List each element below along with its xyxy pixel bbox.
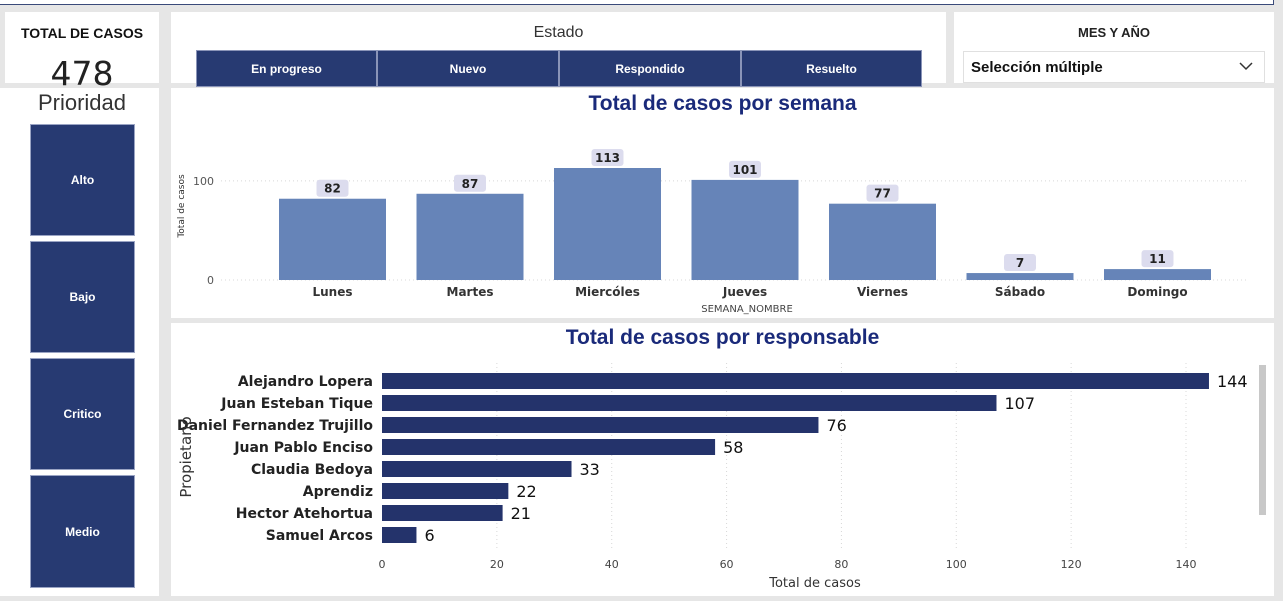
responsable-category: Juan Pablo Enciso [233,440,373,456]
mes-dropdown-value: Selección múltiple [971,58,1103,76]
responsable-chart-card: Total de casos por responsable 0 20 40 60 80… [171,323,1274,596]
responsable-data-label: 76 [826,416,846,435]
weekly-xtick: Miercóles [575,285,640,299]
weekly-data-label: 101 [732,163,757,177]
responsable-data-label: 144 [1217,372,1248,391]
responsable-bar-hector-atehortua[interactable] [382,505,503,521]
weekly-data-label: 87 [462,177,479,191]
prioridad-button-alto[interactable]: Alto [30,124,135,236]
responsable-data-label: 21 [511,504,531,523]
responsable-data-label: 6 [424,526,434,545]
responsable-scrollbar[interactable] [1259,365,1266,515]
responsable-xtick: 140 [1176,558,1197,571]
responsable-bar-juan-esteban-tique[interactable] [382,395,997,411]
weekly-data-label-bg [1004,254,1036,272]
weekly-chart: 0 100 Lunes 82 Martes 87 Miercóles 113 Jueves 10… [177,149,1246,315]
responsable-category: Claudia Bedoya [251,462,373,478]
weekly-xtick: Domingo [1127,285,1187,299]
weekly-xtick: Martes [447,285,494,299]
weekly-bar-domingo[interactable] [1104,269,1211,280]
weekly-xtick: Sábado [995,285,1045,299]
kpi-card: TOTAL DE CASOS 478 [5,12,159,93]
prioridad-button-bajo[interactable]: Bajo [30,241,135,353]
estado-button-en-progreso[interactable]: En progreso [196,50,377,87]
weekly-ytick: 100 [193,175,214,188]
estado-slicer: Estado En progreso Nuevo Respondido Resu… [171,12,946,87]
responsable-category: Aprendiz [303,484,373,500]
mes-title: MES Y AÑO [1077,25,1150,40]
weekly-chart-card: Total de casos por semana 0 100 Lunes 82 Ma… [171,88,1274,318]
weekly-bar-sabado[interactable] [966,273,1074,280]
weekly-bar-viernes[interactable] [829,203,936,280]
responsable-xtick: 60 [720,558,734,571]
weekly-data-label-bg [454,174,486,192]
weekly-data-label: 82 [324,182,341,196]
weekly-xtick: Lunes [312,285,352,299]
kpi-label: TOTAL DE CASOS [20,25,144,41]
responsable-bar-alejandro-lopera[interactable] [382,373,1209,389]
weekly-data-label-bg [866,184,899,202]
responsable-xtick: 80 [834,558,848,571]
responsable-bar-juan-pablo-enciso[interactable] [382,439,716,455]
prioridad-title: Prioridad [37,90,127,115]
weekly-data-label-bg [729,160,761,178]
responsable-ylabel: Propietario [177,416,195,497]
responsable-bar-claudia-bedoya[interactable] [382,461,572,477]
responsable-xtick: 0 [379,558,386,571]
responsable-bar-aprendiz[interactable] [382,483,509,499]
weekly-ytick: 0 [207,274,214,287]
responsable-category: Daniel Fernandez Trujillo [177,418,373,434]
weekly-xtick: Viernes [857,285,908,299]
weekly-data-label-bg [316,179,349,197]
weekly-bar-miercoles[interactable] [554,168,661,280]
responsable-category: Samuel Arcos [266,528,373,544]
responsable-data-label: 58 [723,438,743,457]
responsable-data-label: 107 [1004,394,1035,413]
weekly-bar-martes[interactable] [416,193,524,280]
responsable-category: Hector Atehortua [236,506,373,522]
weekly-data-label: 113 [595,151,620,165]
weekly-data-label: 7 [1016,256,1024,270]
responsable-chart-title: Total de casos por responsable [565,326,880,349]
responsable-xtick: 120 [1061,558,1082,571]
mes-dropdown[interactable]: Selección múltiple [963,51,1265,83]
responsable-xlabel: Total de casos [768,576,861,591]
weekly-ylabel: Total de casos [177,174,187,239]
weekly-xlabel: SEMANA_NOMBRE [701,304,793,315]
kpi-value: 478 [50,54,114,93]
estado-button-nuevo[interactable]: Nuevo [377,50,559,87]
weekly-xtick: Jueves [722,285,767,299]
responsable-xtick: 100 [946,558,967,571]
responsable-category: Alejandro Lopera [238,374,373,390]
weekly-data-label: 11 [1149,252,1166,266]
weekly-data-label-bg [591,149,624,166]
mes-slicer: MES Y AÑO Selección múltiple [954,12,1274,83]
responsable-data-label: 22 [516,482,536,501]
responsable-xtick: 20 [490,558,504,571]
estado-title: Estado [533,24,584,41]
responsable-category: Juan Esteban Tique [220,396,373,412]
weekly-chart-title: Total de casos por semana [588,92,857,115]
prioridad-button-medio[interactable]: Medio [30,475,135,588]
responsable-bar-daniel-fernandez-trujillo[interactable] [382,417,819,433]
prioridad-button-critico[interactable]: Critico [30,358,135,470]
top-border [0,0,1274,5]
weekly-data-label: 77 [874,187,891,201]
weekly-data-label-bg [1141,250,1174,268]
chevron-down-icon[interactable] [1238,58,1254,78]
responsable-xtick: 40 [605,558,619,571]
weekly-bar-lunes[interactable] [279,198,386,280]
weekly-bar-jueves[interactable] [691,179,799,280]
responsable-chart: 0 20 40 60 80 100 120 140 Alejandro Lopera 144 Ju… [177,363,1266,591]
responsable-bar-samuel-arcos[interactable] [382,527,417,543]
responsable-data-label: 33 [580,460,600,479]
estado-button-resuelto[interactable]: Resuelto [741,50,922,87]
estado-button-respondido[interactable]: Respondido [559,50,741,87]
